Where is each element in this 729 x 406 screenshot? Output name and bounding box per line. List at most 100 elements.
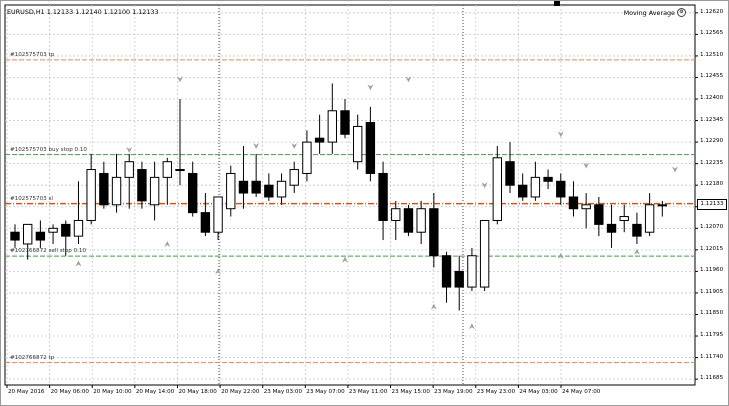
candle-bullish (213, 196, 223, 233)
order-line-label[interactable]: #102575703 buy stop 0.10 (10, 146, 87, 153)
arrow-up-icon (215, 268, 222, 275)
arrow-up-icon (430, 303, 437, 310)
time-tick-label: 24 May 03:00 (519, 389, 558, 395)
candle-bearish (365, 122, 376, 174)
candle-bullish (48, 227, 58, 233)
order-line-label[interactable]: #102575703 tp (10, 51, 55, 58)
price-tick-label: 1.12180 (700, 181, 724, 188)
chart-shift-marker[interactable] (554, 1, 560, 6)
plot-frame (4, 4, 696, 386)
candle-bearish (441, 255, 452, 288)
price-tick-label: 1.12015 (700, 245, 724, 252)
time-tick-label: 23 May 19:00 (434, 389, 473, 395)
candle-bearish (429, 208, 439, 257)
arrow-down-icon (126, 146, 133, 153)
candle-bearish (137, 169, 147, 202)
arrow-up-icon (468, 323, 475, 330)
price-tick-label: 1.12455 (700, 73, 724, 80)
candle-bearish (99, 172, 109, 206)
candle-bullish (175, 169, 185, 172)
arrow-up-icon (633, 248, 640, 255)
time-tick-label: 23 May 23:00 (476, 389, 516, 395)
candle-bearish (251, 180, 261, 194)
candle-bullish (353, 125, 363, 163)
arrow-down-icon (291, 143, 298, 150)
candle-bullish (619, 216, 629, 221)
price-tick-label: 1.12620 (700, 8, 724, 15)
candle-bearish (238, 180, 249, 194)
order-line-label[interactable]: #102766872 tp (10, 354, 55, 361)
price-tick-label: 1.12400 (700, 95, 724, 102)
time-tick-label: 24 May 07:00 (562, 389, 601, 395)
candle-bullish (657, 204, 667, 207)
time-tick-label: 20 May 18:00 (178, 389, 217, 395)
arrow-up-icon (342, 256, 348, 263)
chart-title: EURUSD,H1 1.12133 1.12140 1.12100 1.1213… (7, 8, 159, 16)
candle-bullish (276, 180, 287, 198)
order-line-label[interactable]: #102575703 sl (10, 195, 53, 202)
candle-bullish (492, 157, 502, 221)
candle-bearish (606, 223, 617, 233)
time-tick-label: 23 May 03:00 (263, 389, 303, 395)
candle-bullish (391, 208, 401, 221)
indicator-settings-icon[interactable]: ⚙ (677, 8, 686, 17)
price-tick-label: 1.11685 (700, 375, 724, 382)
indicator-label[interactable]: Moving Average ⚙ (624, 8, 686, 17)
candle-bullish (73, 219, 84, 237)
candle-bullish (416, 208, 426, 233)
candle-bullish (327, 110, 337, 143)
time-tick-label: 20 May 06:00 (50, 389, 89, 395)
candle-bearish (378, 172, 388, 221)
candle-bearish (200, 212, 211, 233)
candle-bearish (10, 231, 20, 241)
candle-bearish (35, 231, 46, 241)
arrow-down-icon (405, 76, 412, 83)
candle-bearish (314, 137, 325, 143)
candle-bullish (86, 169, 96, 221)
arrow-up-icon (164, 240, 171, 247)
candle-bullish (162, 161, 172, 178)
arrow-down-icon (481, 182, 488, 189)
candle-bearish (543, 176, 553, 182)
candle-bearish (403, 208, 414, 233)
candle-bullish (467, 255, 477, 288)
candle-bullish (111, 176, 122, 206)
candle-bullish (479, 219, 490, 288)
price-tick-label: 1.11795 (700, 332, 724, 339)
candle-bearish (188, 172, 198, 214)
arrow-down-icon (177, 76, 183, 83)
candle-bearish (632, 223, 642, 237)
arrow-down-icon (583, 162, 590, 169)
candle-bearish (264, 184, 274, 198)
price-tick-label: 1.12345 (700, 116, 724, 123)
time-tick-label: 23 May 07:00 (306, 389, 345, 395)
price-tick-label: 1.11905 (700, 288, 724, 295)
price-tick-label: 1.11850 (700, 310, 724, 317)
price-tick-label: 1.12510 (700, 51, 724, 58)
price-tick-label: 1.11960 (700, 267, 724, 274)
candle-bullish (124, 161, 134, 178)
candle-bearish (505, 161, 515, 186)
arrow-down-icon (672, 166, 678, 173)
order-line-label[interactable]: #102766872 sell stop 0.10 (10, 248, 87, 255)
candle-bullish (581, 204, 591, 210)
candle-bullish (289, 169, 299, 186)
arrow-up-icon (557, 252, 564, 259)
candle-bullish (149, 176, 160, 206)
candle-bullish (644, 204, 655, 233)
candle-bearish (556, 180, 566, 198)
candle-bullish (302, 141, 312, 174)
price-tick-label: 1.12235 (700, 159, 724, 166)
current-price-tag: 1.12133 (697, 198, 727, 210)
time-tick-label: 20 May 22:00 (221, 389, 260, 395)
candle-bullish (226, 172, 236, 210)
time-tick-label: 23 May 11:00 (348, 389, 388, 395)
indicator-name: Moving Average (623, 8, 675, 17)
candle-bearish (594, 204, 604, 225)
arrow-up-icon (75, 260, 82, 267)
time-tick-label: 20 May 2016 (8, 389, 45, 395)
candle-bearish (568, 196, 579, 210)
arrow-down-icon (253, 143, 260, 150)
